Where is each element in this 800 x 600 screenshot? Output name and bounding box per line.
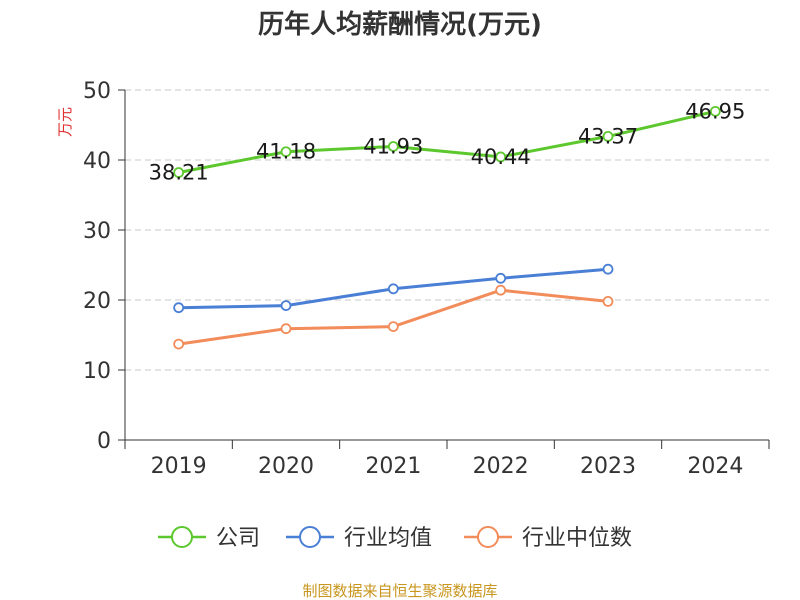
data-point: [602, 263, 614, 275]
data-point: [173, 338, 185, 350]
data-label: 41.93: [363, 134, 423, 158]
data-point: [387, 141, 399, 152]
gridlines: [125, 89, 769, 371]
y-axis-label: 万元: [56, 107, 74, 137]
data-point: [495, 272, 507, 284]
data-point: [280, 300, 292, 312]
x-tick-label: 2019: [151, 454, 207, 479]
legend-label: 行业均值: [344, 526, 432, 551]
series-line: [178, 288, 609, 346]
chart-title: 历年人均薪酬情况(万元): [258, 9, 542, 40]
x-tick-label: 2021: [365, 454, 421, 479]
y-tick-label: 0: [97, 429, 111, 454]
data-point: [709, 105, 721, 117]
data-label: 40.44: [471, 145, 531, 169]
y-tick-label: 20: [83, 289, 111, 314]
data-label: 41.18: [256, 140, 316, 164]
data-labels: 38.21 41.18 41.93 40.44 43.37 46.95: [149, 99, 746, 184]
legend-swatch-marker: [299, 526, 321, 548]
data-point: [280, 323, 292, 335]
data-point: [387, 283, 399, 295]
legend: 公司 行业均值 行业中位数: [158, 526, 632, 551]
x-tick-label: 2023: [580, 454, 636, 479]
series-2: [173, 284, 614, 350]
y-tick-label: 10: [83, 359, 111, 384]
data-point: [387, 321, 399, 333]
data-point: [173, 302, 185, 314]
data-point: [602, 295, 614, 307]
y-tick-label: 50: [83, 79, 111, 104]
y-tick-label: 40: [83, 149, 111, 174]
data-label: 46.95: [685, 99, 745, 123]
series-1: [173, 263, 614, 314]
data-point: [495, 151, 507, 163]
x-tick-label: 2022: [473, 454, 529, 479]
source-note: 制图数据来自恒生聚源数据库: [302, 582, 497, 600]
series-layer: [173, 105, 721, 350]
series-0: [173, 105, 721, 178]
legend-swatch-marker: [477, 526, 499, 548]
x-tick-label: 2024: [687, 454, 743, 479]
legend-label: 公司: [216, 526, 260, 551]
data-point: [280, 146, 292, 158]
legend-swatch-marker: [171, 526, 193, 548]
data-point: [602, 131, 614, 142]
x-tick-label: 2020: [258, 454, 314, 479]
data-point: [173, 167, 185, 178]
legend-label: 行业中位数: [522, 526, 632, 551]
data-label: 43.37: [578, 124, 638, 148]
y-tick-label: 30: [83, 219, 111, 244]
axes: 0 10 20 30 40 50 2019 2020 2021 2022 2023 2024: [83, 79, 770, 479]
data-point: [495, 284, 507, 296]
series-line: [178, 109, 716, 175]
data-label: 38.21: [149, 161, 209, 185]
